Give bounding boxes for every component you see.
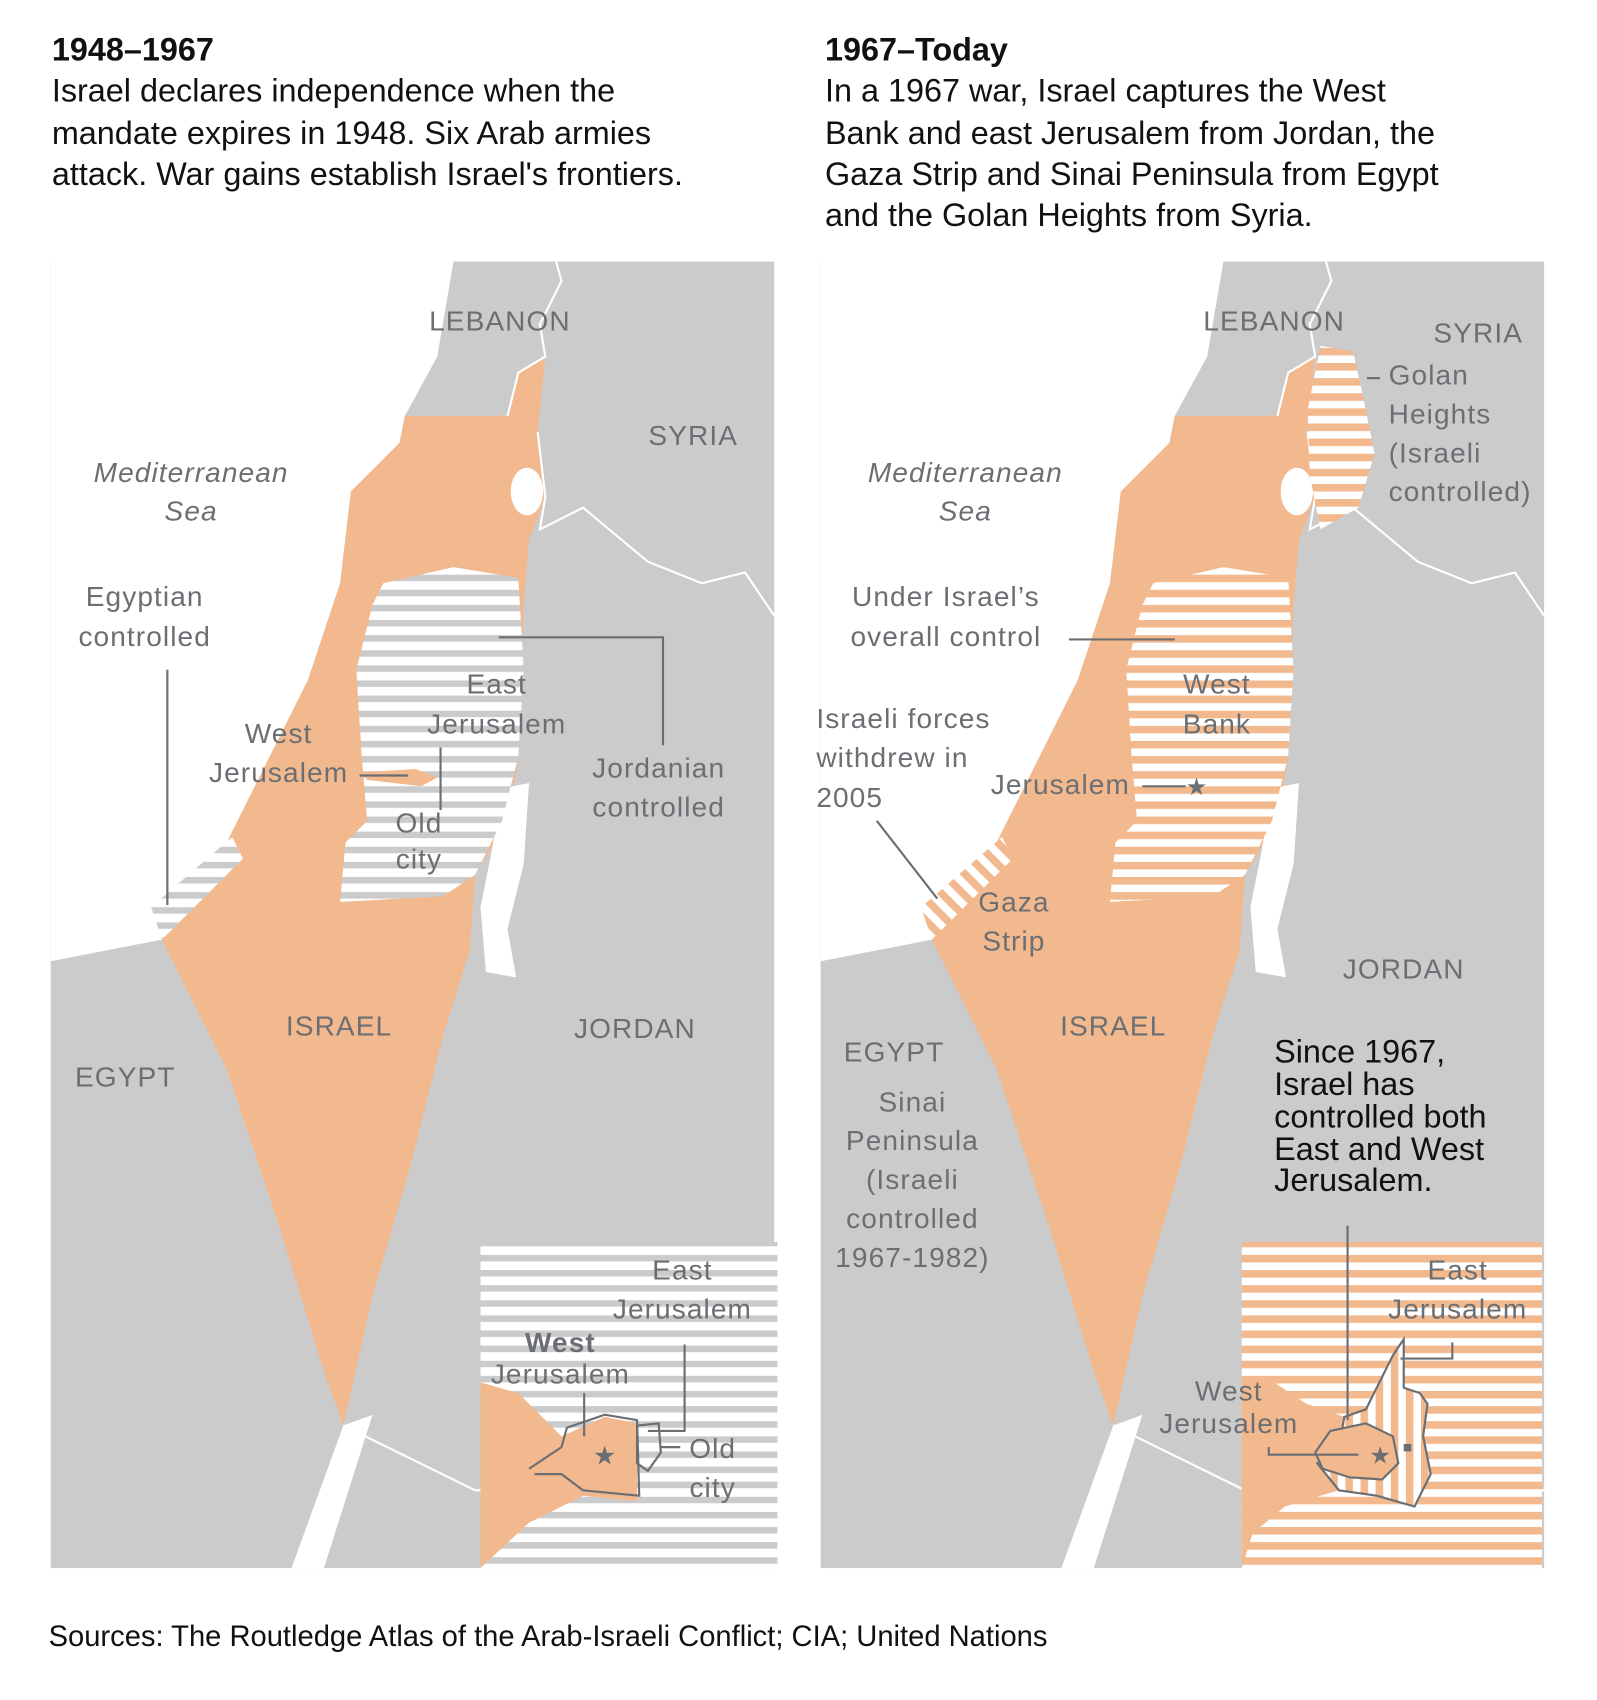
label-syria: SYRIA [1433, 318, 1523, 349]
note-line: Jerusalem. [1274, 1162, 1432, 1198]
label-egypt: EGYPT [75, 1061, 176, 1092]
inset-jerusalem-today: ★ East Jerusalem West Jerusalem [1159, 1225, 1542, 1569]
map-1948-1967: LEBANON SYRIA Mediterranean Sea Egyptian… [49, 260, 778, 1570]
label-east-jerusalem: Jerusalem [427, 708, 566, 739]
label-egypt: EGYPT [844, 1037, 945, 1068]
label-west-jerusalem: Jerusalem [209, 757, 348, 788]
note-line: controlled both [1274, 1099, 1486, 1135]
label-golan: Heights [1389, 398, 1492, 429]
label-jordan: JORDAN [574, 1013, 696, 1044]
note-line: Since 1967, [1274, 1034, 1445, 1070]
label-west-jerusalem: West [245, 718, 313, 749]
label-egyptian-controlled: controlled [78, 621, 210, 652]
label-sinai: controlled [846, 1203, 978, 1234]
inset-label-west-jerusalem: Jerusalem [1159, 1408, 1298, 1439]
label-golan: (Israeli [1389, 437, 1482, 468]
label-israel: ISRAEL [1060, 1011, 1166, 1042]
label-withdrew: Israeli forces [816, 703, 990, 734]
star-icon: ★ [1186, 775, 1207, 801]
label-lebanon: LEBANON [1203, 306, 1345, 337]
inset-label-east-jerusalem: East [1427, 1255, 1487, 1286]
label-sinai: Sinai [879, 1086, 947, 1117]
left-body-line: mandate expires in 1948. Six Arab armies [52, 115, 651, 151]
right-body-line: and the Golan Heights from Syria. [825, 197, 1313, 233]
label-sinai: Peninsula [846, 1125, 979, 1156]
right-body-line: In a 1967 war, Israel captures the West [825, 73, 1386, 109]
label-golan: Golan [1389, 360, 1469, 391]
label-jordan: JORDAN [1343, 953, 1465, 984]
label-overall-control: Under Israel’s [852, 581, 1040, 612]
label-israel: ISRAEL [286, 1011, 392, 1042]
label-west-bank: Bank [1183, 708, 1251, 739]
right-body-line: Bank and east Jerusalem from Jordan, the [825, 115, 1435, 151]
label-sinai: (Israeli [866, 1164, 959, 1195]
label-withdrew: 2005 [816, 782, 883, 813]
right-body-line: Gaza Strip and Sinai Peninsula from Egyp… [825, 156, 1439, 192]
label-gaza-strip: Strip [982, 925, 1045, 956]
label-syria: SYRIA [648, 420, 738, 451]
star-icon: ★ [1369, 1443, 1390, 1469]
star-icon: ★ [593, 1441, 616, 1470]
label-sinai: 1967-1982) [835, 1242, 989, 1273]
label-gaza-strip: Gaza [978, 887, 1049, 918]
note-line: Israel has [1274, 1066, 1414, 1102]
inset-label-old-city: city [689, 1472, 735, 1503]
west-bank-jordanian [340, 567, 524, 902]
left-body-line: attack. War gains establish Israel's fro… [52, 156, 683, 192]
label-west-bank: West [1183, 668, 1251, 699]
label-jordanian-controlled: controlled [592, 792, 724, 823]
left-body-line: Israel declares independence when the [52, 73, 615, 109]
sources-note: Sources: The Routledge Atlas of the Arab… [49, 1621, 1048, 1653]
label-sea: Sea [165, 496, 218, 527]
golan-heights [1307, 345, 1375, 530]
label-jerusalem: Jerusalem [991, 769, 1130, 800]
map-1967-today: ★ LEBANON SYRIA Mediterranean Sea Under … [815, 260, 1546, 1570]
gaza-strip [921, 837, 1013, 940]
label-withdrew: withdrew in [815, 742, 968, 773]
label-old-city: city [396, 843, 442, 874]
label-old-city: Old [395, 808, 442, 839]
inset-jerusalem-1948: ★ East Jerusalem West Jerusalem Old city [480, 1241, 778, 1569]
label-sea: Sea [939, 496, 992, 527]
gaza-egyptian [151, 837, 243, 940]
label-east-jerusalem: East [466, 668, 526, 699]
right-title: 1967–Today [825, 32, 1008, 68]
inset-label-west-jerusalem: West [525, 1327, 596, 1358]
inset-label-west-jerusalem: West [1195, 1376, 1263, 1407]
label-sea: Mediterranean [94, 457, 289, 488]
left-title: 1948–1967 [52, 32, 214, 68]
label-jordanian-controlled: Jordanian [592, 753, 725, 784]
label-sea: Mediterranean [868, 457, 1063, 488]
label-egyptian-controlled: Egyptian [86, 581, 204, 612]
inset-label-east-jerusalem: Jerusalem [613, 1294, 752, 1325]
note-line: East and West [1274, 1131, 1484, 1167]
inset-label-east-jerusalem: Jerusalem [1388, 1294, 1527, 1325]
label-overall-control: overall control [850, 621, 1041, 652]
label-golan: controlled) [1389, 476, 1532, 507]
inset-label-west-jerusalem: Jerusalem [491, 1358, 630, 1389]
label-lebanon: LEBANON [429, 306, 571, 337]
west-bank-israeli-control [1110, 567, 1294, 902]
inset-label-east-jerusalem: East [652, 1255, 712, 1286]
inset-label-old-city: Old [689, 1433, 736, 1464]
